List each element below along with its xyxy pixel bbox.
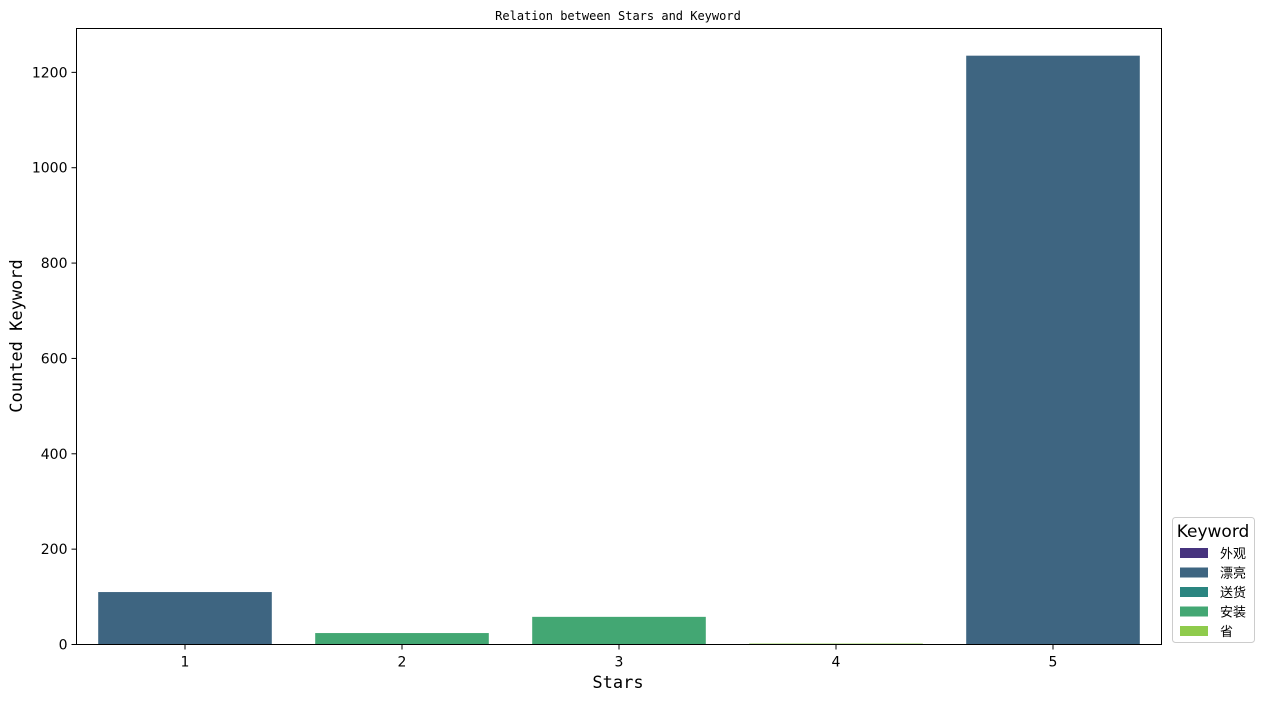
legend-swatch — [1180, 567, 1208, 578]
bar-stars-3 — [532, 616, 706, 645]
y-tick-label: 1000 — [32, 161, 68, 177]
y-axis: 0 200 400 600 800 1000 1200 — [32, 65, 77, 654]
legend-label: 漂亮 — [1220, 566, 1246, 582]
x-tick-label: 5 — [1049, 655, 1058, 671]
x-tick-label: 2 — [398, 655, 407, 671]
x-axis-label: Stars — [592, 673, 643, 693]
bars-layer — [98, 55, 1140, 645]
chart-title: Relation between Stars and Keyword — [495, 9, 741, 23]
bar-stars-1 — [98, 592, 272, 645]
x-tick-label: 3 — [615, 655, 624, 671]
legend-swatch — [1180, 548, 1208, 558]
y-tick-label: 1200 — [32, 65, 68, 81]
y-tick-label: 600 — [41, 351, 68, 367]
x-tick-label: 1 — [181, 655, 190, 671]
legend-label: 安装 — [1220, 606, 1246, 621]
y-tick-label: 400 — [41, 447, 68, 463]
y-tick-label: 200 — [41, 542, 68, 558]
legend-swatch — [1180, 606, 1208, 617]
y-axis-label: Counted Keyword — [7, 259, 27, 413]
y-tick-label: 800 — [41, 256, 68, 272]
legend-swatch — [1180, 626, 1208, 636]
bar-stars-5 — [966, 55, 1140, 645]
legend-swatch — [1180, 587, 1208, 597]
y-tick-label: 0 — [59, 638, 68, 654]
legend-label: 省 — [1220, 625, 1233, 640]
legend-label: 外观 — [1220, 547, 1246, 562]
legend-title: Keyword — [1177, 522, 1250, 542]
x-axis: 1 2 3 4 5 — [181, 644, 1058, 671]
bar-stars-2 — [315, 633, 489, 645]
x-tick-label: 4 — [832, 655, 841, 671]
legend-label: 送货 — [1220, 585, 1246, 601]
